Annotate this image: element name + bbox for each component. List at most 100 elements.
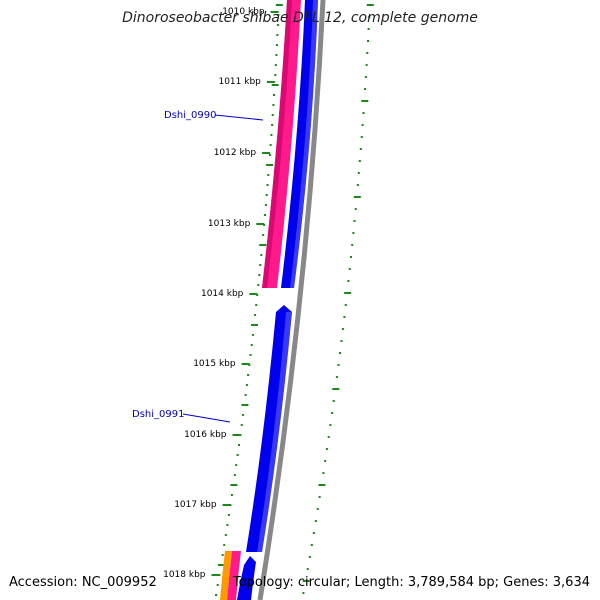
gc-tick	[352, 232, 355, 234]
gc-tick	[250, 344, 253, 346]
gc-tick	[249, 354, 252, 356]
gc-tick	[341, 328, 344, 330]
kbp-tick-mark	[222, 504, 231, 506]
map-title: Dinoroseobacter shibae DFL 12, complete …	[122, 10, 478, 26]
gc-tick	[368, 16, 371, 18]
gc-tick	[276, 34, 279, 36]
gc-tick	[325, 448, 328, 450]
gc-tick	[260, 254, 263, 256]
gc-tick	[318, 496, 321, 498]
gc-tick	[247, 374, 250, 376]
gc-tick	[264, 214, 266, 216]
gc-tick	[351, 244, 354, 246]
gc-tick	[233, 474, 236, 476]
gc-tick	[337, 364, 340, 366]
gene-label-leader	[182, 413, 231, 423]
gc-tick	[251, 334, 254, 336]
gc-tick	[360, 136, 363, 138]
gc-tick	[276, 24, 279, 26]
gc-tick	[238, 444, 240, 446]
gc-tick	[257, 284, 260, 286]
gc-tick	[269, 144, 272, 146]
gene-label-leader	[214, 114, 264, 121]
kbp-tick-label: 1017 kbp	[174, 500, 217, 510]
outer-gc-track	[302, 4, 374, 594]
kbp-tick-mark	[256, 223, 265, 225]
gc-tick	[216, 584, 219, 586]
gc-tick	[241, 404, 249, 406]
gc-tick	[335, 376, 338, 378]
gene-label-dshi-0990[interactable]: Dshi_0990	[164, 110, 264, 121]
gene-orange-lower	[220, 551, 232, 600]
gc-tick	[302, 592, 305, 594]
kbp-tick-label: 1016 kbp	[184, 430, 227, 440]
gc-tick	[262, 234, 265, 236]
gc-tick	[236, 454, 239, 456]
gene-blue-upper	[281, 0, 318, 288]
gc-tick	[306, 568, 309, 570]
gc-tick	[364, 76, 367, 78]
gc-tick	[240, 424, 243, 426]
gc-tick	[359, 148, 362, 150]
gene-label-text[interactable]: Dshi_0990	[164, 110, 216, 121]
gc-tick	[353, 220, 356, 222]
gc-tick	[354, 208, 357, 210]
gc-tick	[267, 174, 270, 176]
gc-tick	[273, 94, 275, 96]
gc-tick	[266, 164, 274, 166]
gc-tick	[310, 544, 313, 546]
gc-tick	[275, 44, 278, 46]
gc-tick	[218, 564, 225, 566]
gc-tick	[235, 464, 238, 466]
gc-tick	[343, 316, 346, 318]
gc-tick	[223, 544, 226, 546]
gc-tick	[329, 424, 332, 426]
gene-label-text[interactable]: Dshi_0991	[132, 409, 184, 420]
gc-tick	[224, 534, 227, 536]
gc-tick	[367, 40, 369, 42]
gc-tick	[312, 532, 315, 534]
kbp-tick-mark	[266, 81, 275, 83]
gc-tick	[331, 412, 334, 414]
kbp-tick-label: 1013 kbp	[208, 219, 251, 229]
gc-tick	[356, 184, 359, 186]
gene-blue-middle	[246, 305, 292, 552]
gc-tick	[364, 88, 367, 90]
gc-tick	[362, 112, 365, 114]
gc-tick	[366, 52, 369, 54]
gene-pink-upper-shade	[262, 0, 292, 288]
gc-tick	[277, 14, 280, 16]
gene-blue-lower	[237, 556, 256, 600]
kbp-tick-mark	[249, 293, 258, 295]
gc-tick	[314, 520, 317, 522]
gc-tick	[242, 414, 245, 416]
gc-tick	[344, 304, 347, 306]
gc-tick	[367, 28, 370, 30]
gc-tick	[308, 556, 311, 558]
kbp-tick-mark	[232, 434, 241, 436]
gc-tick	[339, 352, 341, 354]
gc-tick	[327, 436, 330, 438]
gc-tick	[270, 134, 273, 136]
gc-tick	[357, 172, 360, 174]
gc-tick	[251, 324, 258, 326]
gc-tick	[264, 204, 267, 206]
gc-tick	[226, 524, 229, 526]
kbp-tick-mark	[270, 11, 279, 13]
gc-tick	[271, 124, 274, 126]
gc-tick	[227, 514, 230, 516]
accession-text: Accession: NC_009952	[9, 575, 157, 590]
gc-tick	[353, 196, 361, 198]
gc-tick	[318, 484, 326, 486]
gc-tick	[274, 74, 277, 76]
gc-tick	[258, 274, 261, 276]
gc-tick	[344, 292, 352, 294]
gc-tick	[272, 104, 275, 106]
gene-label-dshi-0991[interactable]: Dshi_0991	[132, 409, 231, 423]
gc-tick	[230, 494, 233, 496]
gc-tick	[361, 100, 369, 102]
gc-tick	[275, 4, 283, 6]
gc-tick	[265, 194, 268, 196]
gc-tick	[366, 4, 374, 6]
